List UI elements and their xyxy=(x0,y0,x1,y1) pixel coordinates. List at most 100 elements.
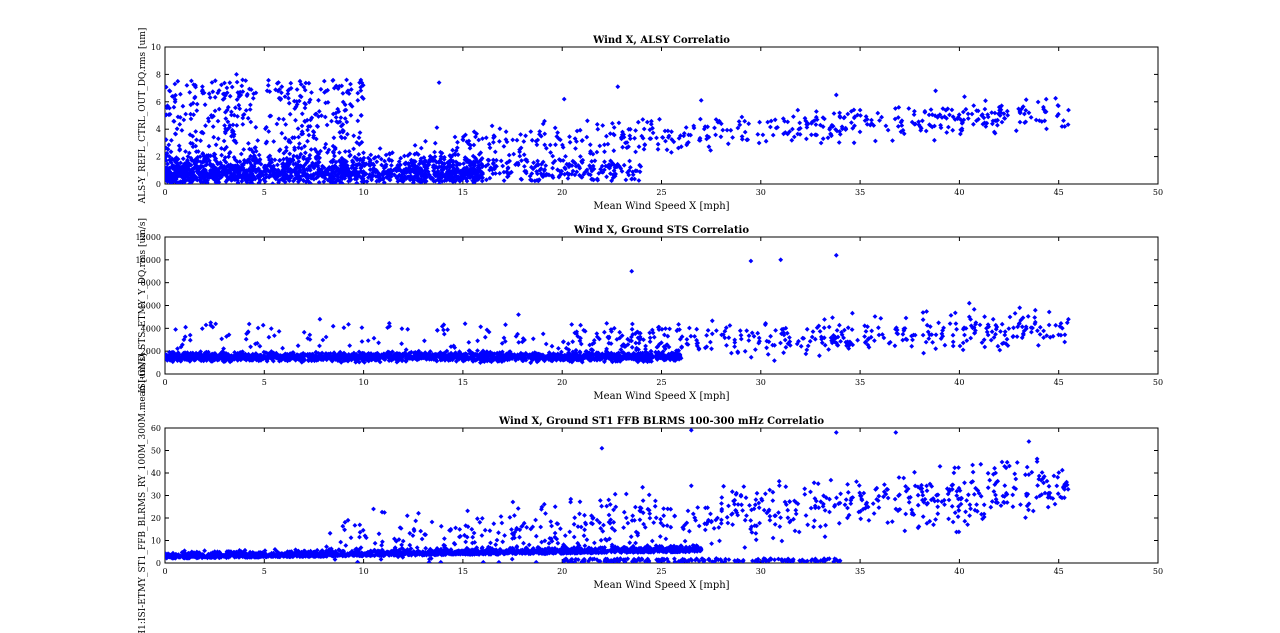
data-point xyxy=(763,321,768,326)
data-point xyxy=(286,87,292,92)
data-point xyxy=(270,169,275,174)
data-point xyxy=(487,358,492,363)
data-point xyxy=(296,179,301,184)
data-point xyxy=(240,115,246,121)
data-point xyxy=(434,159,439,165)
data-point xyxy=(297,169,303,175)
data-point xyxy=(307,180,313,184)
data-point xyxy=(250,157,256,163)
data-point xyxy=(1016,106,1021,112)
data-point xyxy=(1011,325,1016,331)
data-point xyxy=(188,111,193,117)
data-point xyxy=(911,332,916,338)
data-point xyxy=(445,327,450,333)
y-tick-label: 8000 xyxy=(141,279,161,288)
data-point xyxy=(165,165,170,171)
data-point xyxy=(212,78,218,84)
data-point xyxy=(342,135,348,141)
data-point xyxy=(178,344,184,350)
data-point xyxy=(307,337,313,342)
data-point xyxy=(890,138,895,143)
data-point xyxy=(744,328,750,334)
data-point xyxy=(188,169,194,175)
data-point xyxy=(575,334,581,339)
data-point xyxy=(399,341,404,347)
data-point xyxy=(198,165,203,171)
data-point xyxy=(177,147,182,153)
data-point xyxy=(863,114,869,119)
data-point xyxy=(489,123,495,129)
data-point xyxy=(1002,332,1008,338)
data-point xyxy=(597,336,602,342)
data-point xyxy=(247,86,252,92)
data-point xyxy=(167,170,172,176)
data-point xyxy=(843,127,848,132)
data-point xyxy=(773,328,778,333)
data-point xyxy=(677,336,683,342)
data-point xyxy=(640,350,645,356)
x-axis-label: Mean Wind Speed X [mph] xyxy=(593,201,729,212)
data-point xyxy=(643,346,648,352)
data-point xyxy=(885,127,891,133)
data-point xyxy=(567,139,573,145)
data-point xyxy=(1017,305,1023,311)
data-point xyxy=(990,118,996,124)
data-point xyxy=(221,167,226,173)
data-point xyxy=(279,84,285,90)
data-point xyxy=(302,87,308,93)
data-point xyxy=(1037,118,1042,123)
data-point xyxy=(651,334,657,340)
data-point xyxy=(1039,119,1045,124)
data-point xyxy=(961,117,967,123)
data-point xyxy=(565,341,571,347)
data-point xyxy=(1022,111,1027,117)
data-point xyxy=(644,119,650,125)
data-point xyxy=(822,342,828,348)
data-point xyxy=(206,153,211,158)
data-point xyxy=(518,132,523,137)
data-point xyxy=(245,177,250,183)
data-point xyxy=(968,323,974,329)
data-point xyxy=(264,139,270,145)
data-point xyxy=(248,344,253,350)
data-point xyxy=(436,160,442,166)
data-point xyxy=(181,117,187,123)
data-point xyxy=(787,335,792,340)
data-point xyxy=(1043,109,1049,115)
data-point xyxy=(412,159,418,164)
data-point xyxy=(316,97,321,103)
data-point xyxy=(297,78,303,84)
data-point xyxy=(400,172,405,177)
data-point xyxy=(257,157,263,162)
data-point xyxy=(211,172,217,178)
data-point xyxy=(292,106,298,111)
data-point xyxy=(258,161,264,167)
data-point xyxy=(1028,115,1034,120)
data-point xyxy=(492,149,498,155)
data-point xyxy=(659,326,665,332)
data-point xyxy=(720,127,726,133)
data-point xyxy=(265,168,270,173)
data-point xyxy=(834,128,840,134)
data-point xyxy=(257,174,263,180)
data-point xyxy=(1043,96,1049,102)
data-point xyxy=(204,358,209,363)
data-point xyxy=(171,157,177,162)
data-point xyxy=(226,332,232,338)
x-tick-label: 20 xyxy=(557,188,567,197)
data-point xyxy=(197,154,203,159)
data-point xyxy=(851,140,857,146)
data-point xyxy=(224,144,229,150)
data-point xyxy=(438,175,444,181)
data-point xyxy=(550,160,556,166)
data-point xyxy=(169,174,175,180)
data-points xyxy=(165,72,1071,184)
data-point xyxy=(348,81,353,87)
data-point xyxy=(812,336,818,342)
data-point xyxy=(438,156,444,162)
data-point xyxy=(172,131,178,137)
data-point xyxy=(254,340,260,346)
data-point xyxy=(448,157,454,163)
data-point xyxy=(339,83,345,89)
data-point xyxy=(655,325,661,330)
